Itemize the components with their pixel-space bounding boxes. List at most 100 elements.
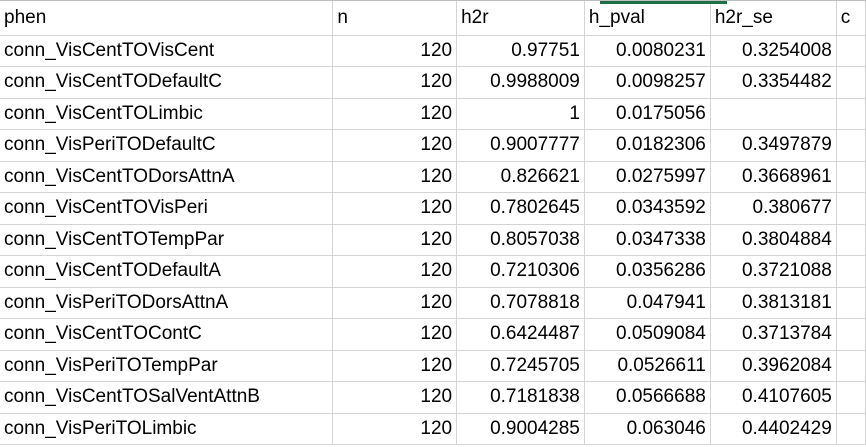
table-cell[interactable] bbox=[836, 381, 866, 414]
table-cell[interactable] bbox=[710, 98, 837, 130]
table-cell[interactable]: 0.97751 bbox=[456, 35, 585, 67]
table-cell[interactable]: 0.0356286 bbox=[584, 255, 711, 288]
table-cell[interactable]: 0.9004285 bbox=[456, 413, 585, 445]
table-cell[interactable] bbox=[836, 287, 866, 319]
table-cell[interactable]: 120 bbox=[332, 381, 458, 414]
table-cell[interactable]: conn_VisCentTOTempPar bbox=[0, 224, 334, 256]
table-cell[interactable]: 0.3254008 bbox=[710, 35, 837, 67]
table-cell[interactable]: conn_VisCentTOVisPeri bbox=[0, 192, 334, 225]
table-cell[interactable]: conn_VisCentTOLimbic bbox=[0, 98, 334, 130]
table-cell[interactable] bbox=[836, 129, 866, 162]
table-cell[interactable]: 120 bbox=[332, 129, 458, 162]
selected-column-indicator bbox=[600, 1, 727, 4]
table-row: conn_VisCentTODefaultA 120 0.7210306 0.0356… bbox=[0, 255, 866, 288]
table-cell[interactable]: 120 bbox=[332, 318, 458, 351]
table-cell[interactable]: 0.7078818 bbox=[456, 287, 585, 319]
table-cell[interactable]: conn_VisCentTODorsAttnA bbox=[0, 161, 334, 193]
table-cell[interactable]: 0.9988009 bbox=[456, 66, 585, 99]
table-cell[interactable]: 0.0275997 bbox=[584, 161, 711, 193]
table-cell[interactable]: conn_VisPeriTOTempPar bbox=[0, 350, 334, 382]
table-cell[interactable] bbox=[836, 98, 866, 130]
table-cell[interactable]: 0.6424487 bbox=[456, 318, 585, 351]
table-cell[interactable]: 0.0526611 bbox=[584, 350, 711, 382]
table-cell[interactable]: conn_VisCentTOContC bbox=[0, 318, 334, 351]
table-cell[interactable]: 0.3497879 bbox=[710, 129, 837, 162]
table-cell[interactable]: conn_VisCentTOSalVentAttnB bbox=[0, 381, 334, 414]
table-cell[interactable]: 120 bbox=[332, 255, 458, 288]
table-cell[interactable]: 0.7245705 bbox=[456, 350, 585, 382]
table-cell[interactable]: 120 bbox=[332, 413, 458, 445]
table-cell[interactable]: 0.0080231 bbox=[584, 35, 711, 67]
table-cell[interactable]: 120 bbox=[332, 161, 458, 193]
table-cell[interactable]: 0.3354482 bbox=[710, 66, 837, 99]
table-cell[interactable] bbox=[836, 413, 866, 445]
table-cell[interactable] bbox=[836, 350, 866, 382]
table-row: conn_VisCentTODorsAttnA 120 0.826621 0.0275… bbox=[0, 161, 866, 193]
table-cell[interactable]: 120 bbox=[332, 66, 458, 99]
table-cell[interactable]: 120 bbox=[332, 224, 458, 256]
table-cell[interactable]: 0.3713784 bbox=[710, 318, 837, 351]
table-row: conn_VisCentTOVisPeri 120 0.7802645 0.03435… bbox=[0, 192, 866, 225]
table-row: conn_VisPeriTODorsAttnA 120 0.7078818 0.047… bbox=[0, 287, 866, 319]
table-cell[interactable]: conn_VisCentTODefaultC bbox=[0, 66, 334, 99]
table-cell[interactable] bbox=[836, 192, 866, 225]
table-cell[interactable] bbox=[836, 318, 866, 351]
table-cell[interactable]: 0.826621 bbox=[456, 161, 585, 193]
table-cell[interactable] bbox=[836, 224, 866, 256]
table-cell[interactable]: 0.0509084 bbox=[584, 318, 711, 351]
table-cell[interactable]: 0.3721088 bbox=[710, 255, 837, 288]
table-cell[interactable]: 1 bbox=[456, 98, 585, 130]
table-cell[interactable]: 0.4107605 bbox=[710, 381, 837, 414]
header-row: phen n h2r h_pval h2r_se c bbox=[0, 1, 866, 36]
column-header-cell[interactable]: n bbox=[332, 1, 458, 36]
table-cell[interactable]: 0.7181838 bbox=[456, 381, 585, 414]
table-cell[interactable]: 120 bbox=[332, 35, 458, 67]
table-cell[interactable]: conn_VisPeriTODefaultC bbox=[0, 129, 334, 162]
table-cell[interactable]: 0.3804884 bbox=[710, 224, 837, 256]
column-header-cell[interactable]: h2r bbox=[456, 1, 585, 36]
table-cell[interactable]: 0.3813181 bbox=[710, 287, 837, 319]
table-row: conn_VisCentTOLimbic 120 1 0.0175056 bbox=[0, 98, 866, 130]
table-cell[interactable]: 0.9007777 bbox=[456, 129, 585, 162]
column-header-cell[interactable]: h2r_se bbox=[710, 1, 837, 36]
table-cell[interactable]: 0.3962084 bbox=[710, 350, 837, 382]
table-cell[interactable]: conn_VisPeriTOLimbic bbox=[0, 413, 334, 445]
table-cell[interactable]: 0.0175056 bbox=[584, 98, 711, 130]
table-row: conn_VisCentTODefaultC 120 0.9988009 0.0098… bbox=[0, 66, 866, 99]
table-row: conn_VisCentTOTempPar 120 0.8057038 0.03473… bbox=[0, 224, 866, 256]
column-header-cell[interactable]: phen bbox=[0, 1, 334, 36]
table-cell[interactable]: 0.8057038 bbox=[456, 224, 585, 256]
table-cell[interactable]: 0.0343592 bbox=[584, 192, 711, 225]
table-row: conn_VisCentTOSalVentAttnB 120 0.7181838 0.… bbox=[0, 381, 866, 414]
table-cell[interactable]: conn_VisCentTOVisCent bbox=[0, 35, 334, 67]
table-cell[interactable] bbox=[836, 66, 866, 99]
table-cell[interactable]: conn_VisPeriTODorsAttnA bbox=[0, 287, 334, 319]
table-row: conn_VisCentTOContC 120 0.6424487 0.0509084… bbox=[0, 318, 866, 351]
table-cell[interactable]: 120 bbox=[332, 350, 458, 382]
table-cell[interactable]: 120 bbox=[332, 192, 458, 225]
table-cell[interactable]: 120 bbox=[332, 287, 458, 319]
table-cell[interactable]: 0.7802645 bbox=[456, 192, 585, 225]
table-cell[interactable] bbox=[836, 161, 866, 193]
table-row: conn_VisPeriTOLimbic 120 0.9004285 0.063046… bbox=[0, 413, 866, 445]
table-cell[interactable]: 0.4402429 bbox=[710, 413, 837, 445]
table-cell[interactable]: 0.0566688 bbox=[584, 381, 711, 414]
table-cell[interactable] bbox=[836, 255, 866, 288]
table-cell[interactable]: 0.063046 bbox=[584, 413, 711, 445]
table-cell[interactable]: 0.047941 bbox=[584, 287, 711, 319]
table-cell[interactable]: 0.0347338 bbox=[584, 224, 711, 256]
table-cell[interactable]: 0.380677 bbox=[710, 192, 837, 225]
column-header-cell[interactable]: h_pval bbox=[584, 1, 711, 36]
table-cell[interactable]: 0.7210306 bbox=[456, 255, 585, 288]
table-cell[interactable]: 120 bbox=[332, 98, 458, 130]
table-cell[interactable] bbox=[836, 35, 866, 67]
table-cell[interactable]: conn_VisCentTODefaultA bbox=[0, 255, 334, 288]
column-header-cell[interactable]: c bbox=[836, 1, 866, 36]
table-cell[interactable]: 0.0098257 bbox=[584, 66, 711, 99]
table-cell[interactable]: 0.0182306 bbox=[584, 129, 711, 162]
table-cell[interactable]: 0.3668961 bbox=[710, 161, 837, 193]
table-row: conn_VisCentTOVisCent 120 0.97751 0.0080231… bbox=[0, 35, 866, 67]
table-row: conn_VisPeriTOTempPar 120 0.7245705 0.05266… bbox=[0, 350, 866, 382]
